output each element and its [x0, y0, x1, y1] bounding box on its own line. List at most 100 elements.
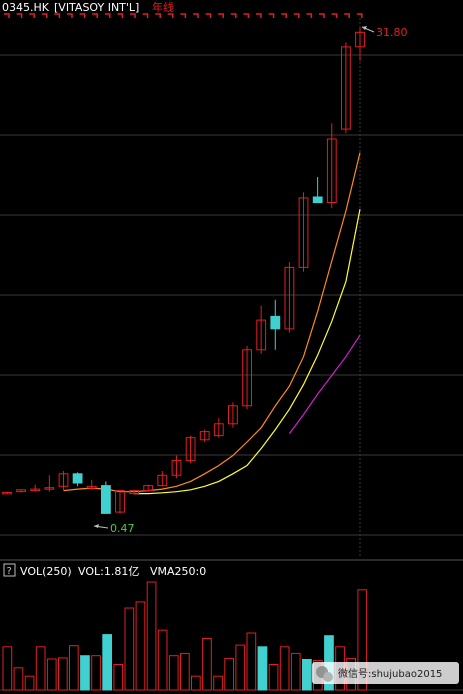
- period-tick: [4, 13, 10, 18]
- candle-body-up: [228, 405, 238, 425]
- candle-body-up: [185, 437, 196, 461]
- period-tick: [218, 13, 224, 18]
- volume-bar-up: [213, 675, 223, 691]
- candle-body-down: [72, 473, 83, 484]
- period-markers: [4, 13, 363, 18]
- period-tick: [79, 13, 86, 18]
- low-annotation: 0.47: [93, 522, 135, 535]
- volume-value: VOL:1.81亿: [78, 565, 139, 578]
- candle-body-up: [129, 490, 139, 495]
- volume-bar-up: [180, 652, 190, 691]
- period-tick: [306, 13, 313, 18]
- high-annotation: 31.80: [361, 26, 408, 39]
- candle-body-up: [143, 485, 154, 492]
- volume-bar-up: [91, 655, 101, 691]
- period-tick: [117, 13, 124, 18]
- company-name: [VITASOY INT'L]: [54, 1, 139, 14]
- volume-bar-up: [113, 664, 124, 691]
- period-tick: [243, 13, 250, 18]
- candle-body-up: [171, 459, 182, 476]
- volume-bar-up: [58, 657, 68, 691]
- wechat-icon-bubble: [323, 672, 333, 682]
- candle-body-up: [341, 46, 351, 130]
- volume-bar-up: [146, 581, 157, 691]
- period-tick: [29, 13, 35, 18]
- volume-bar-up: [357, 589, 368, 691]
- period-tick: [344, 13, 350, 18]
- volume-bar-up: [279, 646, 290, 691]
- watermark-background: [312, 662, 459, 684]
- candle-body-up: [298, 197, 309, 268]
- period-tick: [92, 13, 98, 18]
- period-tick: [67, 13, 73, 18]
- volume-bar-up: [191, 675, 201, 691]
- volume-bar-up: [268, 664, 279, 691]
- candle-body-up: [355, 31, 365, 48]
- volume-bar-up: [46, 658, 57, 691]
- period-tick: [155, 13, 161, 18]
- ma-fast-line: [63, 152, 361, 493]
- low-price-label: 0.47: [110, 522, 135, 535]
- candle-body-up: [115, 490, 125, 513]
- period-tick: [180, 13, 187, 18]
- candle-body-up: [86, 485, 97, 489]
- volume-bar-up: [24, 675, 35, 691]
- high-price-label: 31.80: [376, 26, 408, 39]
- period-tick: [41, 13, 48, 18]
- candle-body-up: [44, 487, 55, 490]
- candle-body-up: [30, 488, 41, 492]
- period-tick: [130, 13, 136, 18]
- period-label[interactable]: 年线: [152, 0, 174, 14]
- volume-bar-down: [80, 655, 90, 691]
- volume-bar-up: [246, 632, 257, 691]
- candle-body-up: [2, 491, 12, 495]
- period-tick: [16, 13, 23, 18]
- period-tick: [193, 13, 199, 18]
- help-icon-box[interactable]: [3, 563, 16, 577]
- candle-series: [2, 28, 365, 514]
- volume-bar-up: [168, 655, 179, 691]
- ticker-symbol: 0345.HK: [2, 1, 50, 14]
- period-tick: [293, 13, 300, 18]
- volume-bar-up: [124, 607, 135, 691]
- volume-bar-up: [35, 646, 46, 691]
- volume-bar-up: [135, 601, 146, 691]
- candle-body-down: [101, 485, 111, 514]
- watermark-text: 微信号:shujubao2015: [338, 667, 442, 680]
- candle-body-up: [242, 349, 252, 407]
- candle-body-up: [326, 138, 337, 203]
- help-icon[interactable]: ?: [7, 566, 12, 577]
- volume-bar-up: [157, 629, 168, 691]
- period-tick: [142, 13, 149, 18]
- volume-bar-down: [102, 634, 113, 691]
- vma-value: VMA250:0: [150, 565, 206, 578]
- moving-average-lines: [63, 152, 361, 495]
- period-tick: [319, 13, 325, 18]
- watermark: 微信号:shujubao2015: [312, 662, 459, 684]
- candle-body-up: [157, 474, 168, 487]
- candle-body-up: [199, 431, 210, 441]
- grid-lines: [0, 14, 463, 691]
- candle-body-up: [284, 266, 295, 330]
- period-tick: [167, 13, 174, 18]
- candle-body-down: [270, 315, 281, 330]
- high-arrow-icon: [362, 26, 367, 30]
- volume-bar-down: [257, 646, 268, 691]
- volume-bar-down: [302, 659, 312, 691]
- period-tick: [256, 13, 262, 18]
- period-tick: [205, 13, 212, 18]
- volume-bar-up: [224, 657, 235, 691]
- volume-bar-up: [290, 652, 301, 691]
- candle-body-down: [312, 196, 323, 204]
- period-tick: [268, 13, 275, 18]
- candle-body-up: [58, 473, 69, 487]
- volume-bar-up: [2, 646, 13, 691]
- volume-bar-up: [235, 644, 246, 691]
- period-tick: [331, 13, 338, 18]
- ma-mid-line: [134, 208, 361, 495]
- period-tick: [104, 13, 111, 18]
- period-tick: [230, 13, 237, 18]
- volume-bar-up: [13, 667, 24, 691]
